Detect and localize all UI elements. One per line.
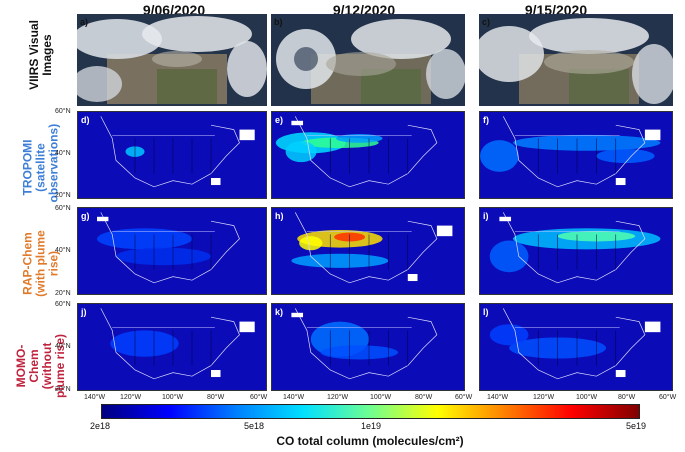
lon-tick: 120°W (533, 394, 555, 401)
lat-tick-20-row4: 20°N (55, 386, 71, 393)
row-label-viirs: VIIRS Visual Images (27, 20, 54, 90)
panel-label-c: c) (482, 17, 491, 27)
colorbar-tick-1e19: 1e19 (361, 421, 382, 431)
lon-tick: 140°W (283, 394, 305, 401)
panel-label: j) (81, 307, 87, 317)
colorbar-tick-5e18: 5e18 (244, 421, 265, 431)
viirs-image-a: a) (77, 14, 267, 106)
co-map-panel: i) (479, 207, 673, 295)
panel-label-a: a) (80, 17, 89, 27)
lat-tick-20-row3: 20°N (55, 290, 71, 297)
panel-label: g) (81, 211, 90, 221)
lon-tick: 100°W (370, 394, 392, 401)
lon-tick: 140°W (84, 394, 106, 401)
panel-label: f) (483, 115, 489, 125)
colorbar-title: CO total column (molecules/cm²) (276, 434, 464, 448)
lon-tick: 120°W (327, 394, 349, 401)
panel-label: l) (483, 307, 489, 317)
panel-label: k) (275, 307, 284, 317)
lat-tick-60-row4: 60°N (55, 301, 71, 308)
colorbar-tick-5e19: 5e19 (626, 421, 647, 431)
lon-tick: 60°W (455, 394, 473, 401)
viirs-image-c: c) (479, 14, 673, 106)
lon-tick: 80°W (415, 394, 433, 401)
lon-tick: 80°W (207, 394, 225, 401)
lat-tick-20-row2: 20°N (55, 192, 71, 199)
viirs-image-b: b) (271, 14, 465, 106)
lat-tick-60-row3: 60°N (55, 205, 71, 212)
panel-label: d) (81, 115, 90, 125)
lon-tick: 140°W (487, 394, 509, 401)
co-map-panel: e) (271, 111, 465, 199)
lon-tick: 100°W (576, 394, 598, 401)
co-map-panel: g) (77, 207, 267, 295)
lat-tick-60-row2: 60°N (55, 108, 71, 115)
lat-tick-40-row4: 40°N (55, 343, 71, 350)
lat-tick-40-row2: 40°N (55, 150, 71, 157)
panel-label: i) (483, 211, 489, 221)
lat-tick-40-row3: 40°N (55, 247, 71, 254)
colorbar-tick-2e18: 2e18 (90, 421, 111, 431)
lon-tick: 60°W (659, 394, 677, 401)
panel-label: h) (275, 211, 284, 221)
lon-tick: 80°W (618, 394, 636, 401)
row-label-rapchem: RAP-Chem (with plume rise) (20, 230, 61, 297)
panel-label-b: b) (274, 17, 283, 27)
lon-tick: 60°W (250, 394, 268, 401)
colorbar (101, 404, 640, 419)
panel-label: e) (275, 115, 284, 125)
co-map-panel: f) (479, 111, 673, 199)
lon-tick: 120°W (120, 394, 142, 401)
co-map-panel: j) (77, 303, 267, 391)
co-map-panel: d) (77, 111, 267, 199)
co-map-panel: k) (271, 303, 465, 391)
co-map-panel: l) (479, 303, 673, 391)
co-map-panel: h) (271, 207, 465, 295)
lon-tick: 100°W (162, 394, 184, 401)
